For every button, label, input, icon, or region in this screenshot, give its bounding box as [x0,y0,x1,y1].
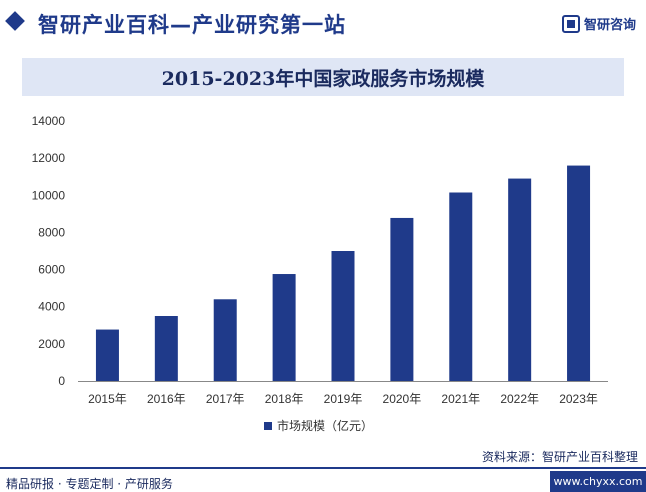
y-tick-label: 0 [58,374,65,388]
header-bar: 智研产业百科—产业研究第一站 智研咨询 [0,0,646,44]
x-axis-ticks: 2015年 2016年 2017年 2018年 2019年 2020年 2021年 2022年… [88,392,598,406]
bar-2017年 [213,299,237,381]
y-tick-label: 10000 [32,188,66,202]
brand-logo[interactable]: 智研咨询 [561,14,636,33]
bar-2020年 [390,217,414,381]
bar-2015年 [95,329,119,381]
y-tick-label: 12000 [32,151,66,165]
bar-2018年 [272,274,296,381]
footer-divider [0,467,646,469]
x-tick-label: 2020年 [383,392,422,406]
x-tick-label: 2022年 [500,392,539,406]
bar-2022年 [508,178,532,381]
bar-2021年 [449,192,473,381]
x-tick-label: 2019年 [324,392,363,406]
chart-title-box: 2015-2023年中国家政服务市场规模 [22,58,624,96]
bar-2019年 [331,251,355,381]
y-tick-label: 14000 [32,114,66,128]
x-tick-label: 2017年 [206,392,245,406]
footer-tagline: 精品研报 · 专题定制 · 产研服务 [6,477,173,491]
legend: 市场规模（亿元） [264,418,373,433]
legend-swatch [264,422,272,430]
x-tick-label: 2015年 [88,392,127,406]
site-title: 智研产业百科—产业研究第一站 [38,13,346,37]
bars-group [95,165,591,381]
x-tick-label: 2016年 [147,392,186,406]
y-tick-label: 2000 [38,337,65,351]
y-axis-ticks: 0 2000 4000 6000 8000 10000 12000 14000 [32,114,66,388]
y-tick-label: 4000 [38,300,65,314]
x-tick-label: 2023年 [559,392,598,406]
logo-icon [561,14,580,33]
x-tick-label: 2021年 [441,392,480,406]
bar-2016年 [154,316,178,381]
legend-label: 市场规模（亿元） [277,418,373,433]
bar-2023年 [567,165,591,381]
y-tick-label: 8000 [38,225,65,239]
y-tick-label: 6000 [38,263,65,277]
logo-text: 智研咨询 [583,18,636,33]
chart-title: 2015-2023年中国家政服务市场规模 [161,67,485,90]
data-source: 资料来源：智研产业百科整理 [481,450,638,464]
site-url[interactable]: www.chyxx.com [550,471,646,492]
x-tick-label: 2018年 [265,392,304,406]
